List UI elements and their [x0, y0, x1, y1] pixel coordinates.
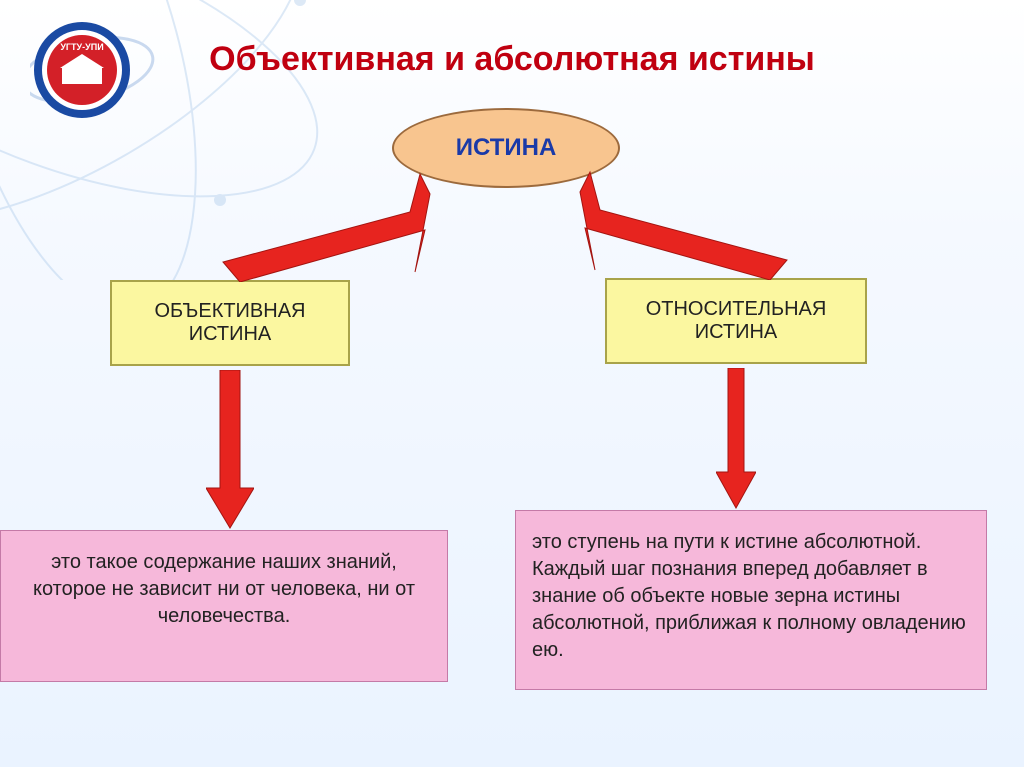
root-node-label: ИСТИНА: [456, 134, 557, 162]
node-relative-line1: ОТНОСИТЕЛЬНАЯ: [646, 298, 827, 321]
arrow-relative-to-def: [716, 368, 756, 510]
arrow-objective-to-def: [206, 370, 254, 530]
node-objective-line2: ИСТИНА: [155, 323, 306, 346]
slide-title-text: Объективная и абсолютная истины: [209, 40, 815, 78]
root-node-truth: ИСТИНА: [392, 108, 620, 188]
arrow-root-to-objective: [215, 172, 445, 282]
node-relative-line2: ИСТИНА: [646, 321, 827, 344]
arrow-root-to-relative: [565, 170, 795, 280]
slide-title: Объективная и абсолютная истины: [0, 40, 1024, 79]
node-objective-truth: ОБЪЕКТИВНАЯ ИСТИНА: [110, 280, 350, 366]
definition-objective-text: это такое содержание наших знаний, котор…: [33, 551, 415, 627]
definition-relative: это ступень на пути к истине абсолютной.…: [515, 510, 987, 690]
node-objective-line1: ОБЪЕКТИВНАЯ: [155, 300, 306, 323]
node-relative-truth: ОТНОСИТЕЛЬНАЯ ИСТИНА: [605, 278, 867, 364]
definition-relative-text: это ступень на пути к истине абсолютной.…: [532, 531, 966, 661]
definition-objective: это такое содержание наших знаний, котор…: [0, 530, 448, 682]
